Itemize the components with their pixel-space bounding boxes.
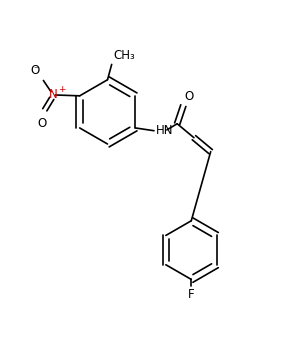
Text: +: + (58, 86, 66, 94)
Text: O: O (37, 118, 47, 130)
Text: HN: HN (156, 124, 174, 137)
Text: ⁻: ⁻ (33, 65, 38, 76)
Text: CH₃: CH₃ (113, 49, 135, 62)
Text: O: O (31, 64, 40, 77)
Text: N: N (49, 88, 58, 102)
Text: F: F (188, 288, 195, 301)
Text: O: O (185, 90, 194, 103)
